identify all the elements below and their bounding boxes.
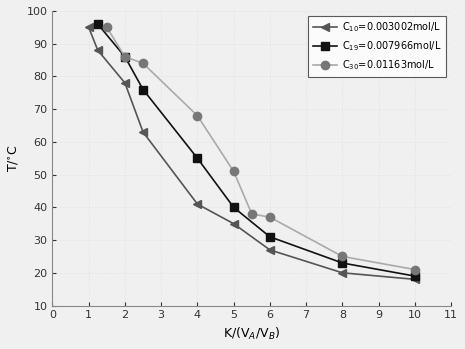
C$_{10}$=0.003002mol/L: [231, 222, 236, 226]
C$_{10}$=0.003002mol/L: [95, 48, 100, 52]
C$_{10}$=0.003002mol/L: [339, 271, 345, 275]
C$_{30}$=0.01163mol/L: [140, 61, 146, 65]
C$_{19}$=0.007966mol/L: [140, 87, 146, 91]
C$_{30}$=0.01163mol/L: [339, 254, 345, 259]
Line: C$_{19}$=0.007966mol/L: C$_{19}$=0.007966mol/L: [93, 20, 419, 280]
C$_{10}$=0.003002mol/L: [267, 248, 272, 252]
Y-axis label: T/$^{\circ}$C: T/$^{\circ}$C: [7, 144, 21, 172]
C$_{10}$=0.003002mol/L: [86, 25, 92, 29]
C$_{10}$=0.003002mol/L: [195, 202, 200, 206]
C$_{30}$=0.01163mol/L: [412, 267, 418, 272]
C$_{19}$=0.007966mol/L: [195, 156, 200, 160]
C$_{19}$=0.007966mol/L: [267, 235, 272, 239]
C$_{10}$=0.003002mol/L: [140, 130, 146, 134]
Line: C$_{30}$=0.01163mol/L: C$_{30}$=0.01163mol/L: [103, 23, 419, 274]
C$_{30}$=0.01163mol/L: [267, 215, 272, 219]
C$_{19}$=0.007966mol/L: [95, 22, 100, 26]
C$_{19}$=0.007966mol/L: [231, 205, 236, 209]
Legend: C$_{10}$=0.003002mol/L, C$_{19}$=0.007966mol/L, C$_{30}$=0.01163mol/L: C$_{10}$=0.003002mol/L, C$_{19}$=0.00796…: [308, 16, 446, 77]
X-axis label: K/(V$_A$/V$_B$): K/(V$_A$/V$_B$): [223, 326, 280, 342]
C$_{30}$=0.01163mol/L: [104, 25, 110, 29]
C$_{19}$=0.007966mol/L: [412, 274, 418, 278]
C$_{19}$=0.007966mol/L: [122, 55, 128, 59]
C$_{30}$=0.01163mol/L: [195, 113, 200, 118]
C$_{10}$=0.003002mol/L: [122, 81, 128, 85]
C$_{10}$=0.003002mol/L: [412, 277, 418, 281]
C$_{30}$=0.01163mol/L: [122, 55, 128, 59]
C$_{30}$=0.01163mol/L: [231, 169, 236, 173]
Line: C$_{10}$=0.003002mol/L: C$_{10}$=0.003002mol/L: [85, 23, 419, 283]
C$_{19}$=0.007966mol/L: [339, 261, 345, 265]
C$_{30}$=0.01163mol/L: [249, 212, 254, 216]
